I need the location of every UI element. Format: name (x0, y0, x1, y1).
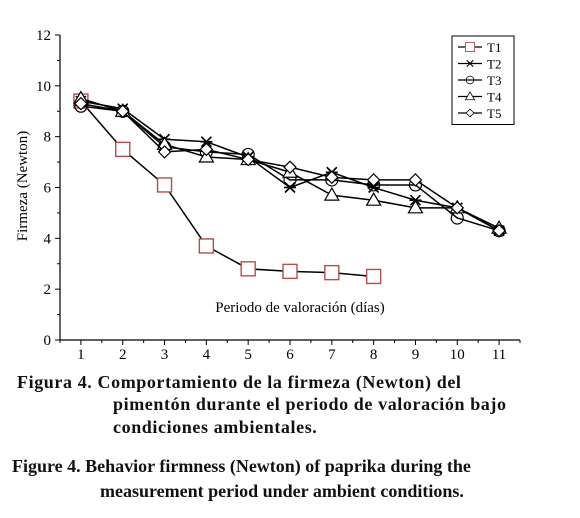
data-point-t1 (240, 261, 256, 277)
x-tick-label: 2 (119, 347, 127, 363)
data-point-t5 (74, 96, 88, 111)
caption-es-line-3: condiciones ambientales. (113, 417, 318, 437)
data-point-t1 (282, 263, 298, 280)
legend-marker (465, 108, 475, 118)
legend-marker (465, 75, 475, 85)
caption-en-line-1: Figure 4. Behavior firmness (Newton) of … (12, 456, 471, 476)
legend-item-t2: T2 (458, 57, 501, 72)
data-point-t4 (407, 199, 424, 214)
data-point-t4 (323, 186, 340, 201)
legend-label: T3 (487, 73, 501, 88)
legend-label: T5 (487, 106, 501, 121)
y-tick-label: 2 (44, 282, 52, 298)
data-point-t5 (492, 223, 506, 238)
series-line-t3 (80, 105, 500, 232)
y-tick-label: 6 (44, 181, 52, 197)
legend-label: T2 (487, 57, 501, 72)
caption-es-line-1: Figura 4. Comportamiento de la firmeza (… (17, 372, 462, 392)
x-tick-label: 9 (412, 347, 420, 363)
y-tick-label: 4 (44, 231, 52, 247)
legend-item-t3: T3 (458, 73, 501, 88)
data-point-t1 (198, 238, 215, 254)
legend-marker (464, 41, 476, 53)
x-axis-label: Periodo de valoración (días) (215, 300, 385, 316)
series-t5 (74, 96, 506, 238)
x-tick-label: 3 (161, 347, 169, 363)
y-tick-label: 0 (44, 333, 52, 349)
x-tick-label: 8 (370, 347, 378, 363)
data-point-t1 (115, 141, 131, 158)
data-point-t5 (115, 104, 130, 119)
x-tick-label: 5 (244, 347, 252, 363)
caption-en-line-2: measurement period under ambient conditi… (100, 481, 464, 501)
data-point-t5 (450, 200, 465, 215)
data-point-t5 (157, 145, 172, 159)
legend-label: T1 (487, 40, 501, 55)
legend-item-t5: T5 (458, 106, 501, 121)
series-t1 (73, 93, 382, 285)
series-layer (72, 90, 508, 285)
x-tick-label: 10 (450, 347, 465, 363)
data-point-t4 (365, 192, 382, 206)
data-point-t1 (324, 264, 340, 281)
x-tick-label: 6 (286, 347, 294, 363)
y-axis-label: Firmeza (Newton) (15, 131, 31, 241)
data-point-t5 (366, 173, 381, 187)
x-tick-label: 7 (328, 347, 336, 363)
x-tick-label: 11 (492, 347, 506, 363)
data-point-t1 (156, 177, 173, 193)
legend-item-t1: T1 (458, 40, 501, 55)
data-point-t5 (408, 173, 423, 187)
series-line-t1 (80, 100, 374, 278)
x-tick-label: 1 (77, 347, 85, 363)
caption-es-line-2: pimentón durante el periodo de valoració… (113, 394, 507, 414)
x-tick-label: 4 (203, 347, 211, 363)
y-tick-label: 10 (36, 79, 51, 95)
data-point-t5 (283, 160, 297, 175)
legend-marker (464, 91, 476, 101)
legend-marker (466, 59, 474, 68)
data-point-t5 (324, 170, 339, 185)
legend-label: T4 (487, 90, 502, 105)
legend-item-t4: T4 (458, 90, 502, 105)
data-point-t2 (200, 136, 213, 148)
y-tick-label: 12 (36, 28, 51, 44)
data-point-t1 (365, 268, 382, 285)
data-point-t5 (199, 142, 214, 157)
y-tick-label: 8 (44, 130, 52, 146)
data-point-t5 (241, 152, 256, 167)
